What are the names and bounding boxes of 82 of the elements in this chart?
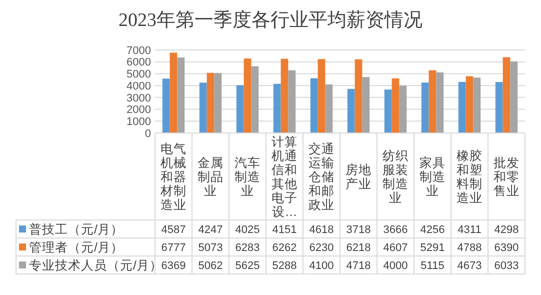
data-label: 4256 xyxy=(420,224,445,236)
data-label: 5288 xyxy=(272,260,297,272)
data-label: 5291 xyxy=(420,242,445,254)
bar xyxy=(502,57,510,133)
legend-label: 专业技术人员（元/月） xyxy=(29,258,162,272)
data-label: 6369 xyxy=(161,260,186,272)
chart-title: 2023年第一季度各行业平均薪资情况 xyxy=(118,9,422,31)
bar xyxy=(199,82,207,133)
bar xyxy=(273,84,281,133)
data-label: 4718 xyxy=(346,260,371,272)
data-label: 4000 xyxy=(383,260,408,272)
bar xyxy=(318,59,326,133)
bar xyxy=(421,82,429,133)
bar xyxy=(473,78,481,133)
data-label: 6262 xyxy=(272,242,297,254)
data-label: 6033 xyxy=(494,260,519,272)
bar xyxy=(280,58,288,133)
bar xyxy=(510,61,518,133)
bar xyxy=(354,59,362,133)
bar xyxy=(347,88,355,133)
bar xyxy=(466,76,474,133)
x-tick-label: 家具制造业 xyxy=(420,154,446,198)
x-tick-label: 房地产业 xyxy=(346,162,372,191)
data-label: 4151 xyxy=(272,224,297,236)
bar xyxy=(170,52,178,133)
bar xyxy=(162,78,170,133)
x-tick-label: 交通运输仓储和邮政业 xyxy=(308,140,334,212)
y-tick-label: 3000 xyxy=(126,92,151,104)
bar xyxy=(236,85,244,133)
y-tick-label: 4000 xyxy=(126,80,151,92)
legend-label: 普技工（元/月） xyxy=(29,221,124,236)
x-tick-label: 橡胶和塑料制造业 xyxy=(456,148,482,205)
data-label: 4298 xyxy=(494,224,519,236)
bar xyxy=(310,78,318,133)
data-label: 6777 xyxy=(161,242,186,254)
y-tick-label: 6000 xyxy=(126,56,151,69)
data-label: 4788 xyxy=(457,242,482,254)
legend-label: 管理者（元/月） xyxy=(29,240,124,254)
bar xyxy=(362,77,370,133)
bar xyxy=(288,70,296,133)
bar xyxy=(399,86,407,133)
data-label: 4025 xyxy=(235,224,260,236)
data-label: 3718 xyxy=(346,224,371,236)
bar xyxy=(495,82,503,133)
data-label: 5062 xyxy=(198,260,223,272)
bar xyxy=(392,78,400,133)
x-tick-label: 金属制品业 xyxy=(198,156,224,198)
x-tick-label: 计算机通信和其他电子设… xyxy=(272,134,298,219)
bar xyxy=(325,84,333,133)
data-label: 5115 xyxy=(420,260,444,272)
bar xyxy=(244,58,252,133)
data-label: 4618 xyxy=(309,224,334,236)
data-label: 4247 xyxy=(198,224,223,236)
data-label: 4673 xyxy=(457,260,482,272)
bar xyxy=(458,82,466,133)
data-label: 5625 xyxy=(235,260,260,272)
y-tick-label: 5000 xyxy=(126,68,151,81)
y-tick-label: 2000 xyxy=(126,104,151,116)
bar xyxy=(251,66,259,133)
data-label: 5073 xyxy=(198,242,223,254)
data-label: 4587 xyxy=(161,224,186,236)
x-tick-label: 电气机械和器材制造业 xyxy=(160,142,186,212)
data-label: 4100 xyxy=(309,260,334,272)
data-label: 4311 xyxy=(458,224,482,236)
bar xyxy=(177,57,185,133)
bar xyxy=(384,90,392,133)
bar xyxy=(206,72,214,133)
bar xyxy=(428,70,436,133)
x-tick-label: 汽车制造业 xyxy=(234,156,260,198)
data-label: 6390 xyxy=(494,242,519,254)
bar xyxy=(214,72,222,133)
data-label: 6283 xyxy=(235,242,260,254)
x-tick-label: 纺织服装制造业 xyxy=(382,148,408,205)
x-tick-label: 批发和零售业 xyxy=(494,156,520,198)
y-tick-label: 1000 xyxy=(126,116,151,128)
y-tick-label: 7000 xyxy=(126,44,151,57)
data-label: 4607 xyxy=(383,242,408,254)
data-label: 6218 xyxy=(346,242,371,254)
data-label: 3666 xyxy=(383,224,408,236)
data-label: 6230 xyxy=(309,242,334,254)
bar xyxy=(436,72,444,133)
y-tick-label: 0 xyxy=(144,128,151,140)
